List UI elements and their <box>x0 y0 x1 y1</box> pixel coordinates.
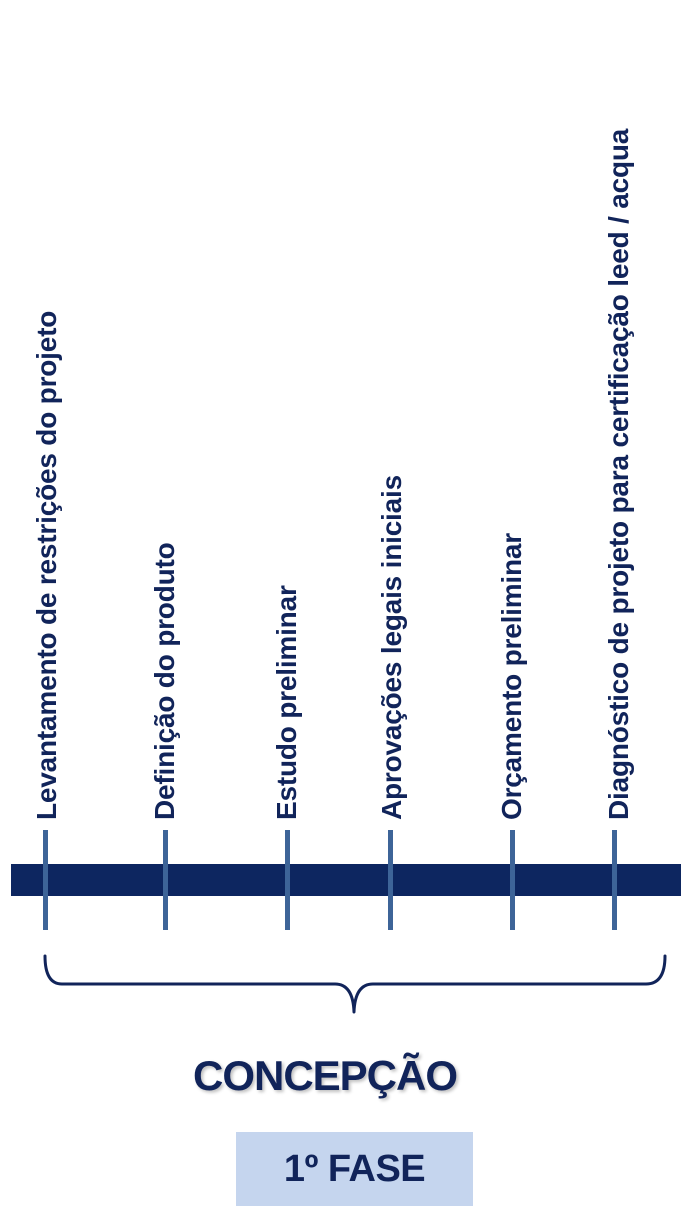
timeline-bar <box>11 864 681 896</box>
step-label-orcamento: Orçamento preliminar <box>496 533 527 820</box>
phase-title: CONCEPÇÃO <box>192 1052 458 1099</box>
step-label-levantamento: Levantamento de restrições do projeto <box>31 310 62 820</box>
timeline-tick <box>43 830 48 930</box>
timeline-tick <box>388 830 393 930</box>
step-label-estudo: Estudo preliminar <box>271 585 302 820</box>
timeline-tick <box>285 830 290 930</box>
timeline-tick <box>612 830 617 930</box>
timeline-tick <box>163 830 168 930</box>
phase-badge: 1º FASE <box>236 1132 473 1206</box>
timeline-tick <box>510 830 515 930</box>
curly-brace <box>43 954 667 1014</box>
step-label-definicao: Definição do produto <box>149 542 180 820</box>
phase-badge-label: 1º FASE <box>283 1147 426 1190</box>
step-label-aprovacoes: Aprovações legais iniciais <box>376 475 407 820</box>
step-label-diagnostico: Diagnóstico de projeto para certificação… <box>603 128 634 820</box>
